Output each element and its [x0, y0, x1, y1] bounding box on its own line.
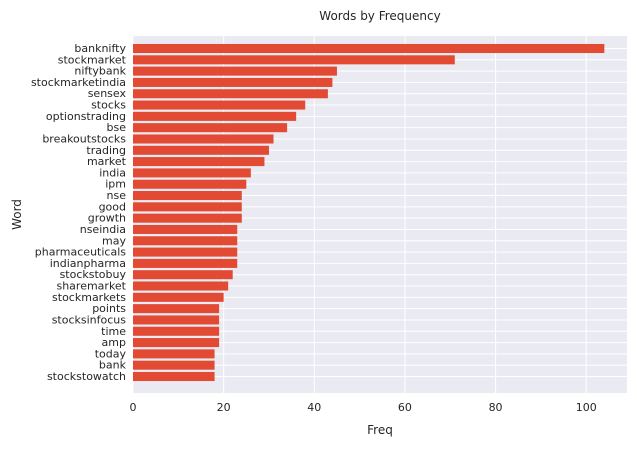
- bar-sensex: [133, 89, 328, 99]
- bar-banknifty: [133, 43, 605, 54]
- y-tick-label: trading: [86, 144, 126, 157]
- bar-time: [133, 326, 220, 336]
- bar-today: [133, 349, 215, 359]
- y-tick-label: banknifty: [74, 42, 126, 55]
- bar-good: [133, 202, 242, 212]
- bar-bse: [133, 123, 288, 133]
- bar-market: [133, 157, 265, 167]
- y-tick-label: stockstowatch: [47, 370, 126, 383]
- bar-stockmarket: [133, 55, 455, 65]
- y-tick-label: good: [99, 200, 126, 213]
- bar-ipm: [133, 179, 247, 189]
- y-tick-label: growth: [88, 212, 126, 225]
- y-tick-label: sharemarket: [56, 280, 126, 293]
- bar-indianpharma: [133, 258, 238, 268]
- y-tick-labels: bankniftystockmarketniftybankstockmarket…: [31, 42, 127, 383]
- bar-optionstrading: [133, 111, 297, 121]
- bar-amp: [133, 338, 220, 348]
- x-tick-label: 60: [398, 401, 412, 414]
- y-tick-label: india: [99, 166, 126, 179]
- y-tick-label: nse: [107, 189, 127, 202]
- x-tick-label: 100: [576, 401, 597, 414]
- y-tick-label: nseindia: [80, 223, 126, 236]
- y-tick-label: optionstrading: [46, 110, 126, 123]
- x-tick-label: 0: [130, 401, 137, 414]
- bar-breakoutstocks: [133, 134, 274, 144]
- y-tick-label: stockmarket: [58, 53, 127, 66]
- bar-bank: [133, 360, 215, 370]
- bar-stocksinfocus: [133, 315, 220, 325]
- y-tick-label: today: [95, 347, 127, 360]
- y-tick-label: stocks: [91, 99, 126, 112]
- chart-title: Words by Frequency: [319, 9, 440, 23]
- x-tick-labels: 0 20 40 60 80 100: [130, 401, 597, 414]
- y-tick-label: ipm: [105, 178, 126, 191]
- bar-stockmarketindia: [133, 77, 333, 87]
- y-tick-label: indianpharma: [50, 257, 126, 270]
- y-tick-label: stockmarketindia: [31, 76, 126, 89]
- y-tick-label: points: [92, 302, 126, 315]
- x-tick-label: 20: [217, 401, 231, 414]
- y-tick-label: amp: [102, 336, 126, 349]
- bar-pharmaceuticals: [133, 247, 238, 257]
- x-tick-label: 80: [489, 401, 503, 414]
- y-tick-label: sensex: [88, 87, 127, 100]
- y-tick-label: stockstobuy: [60, 268, 127, 281]
- bar-stockmarkets: [133, 292, 224, 302]
- x-axis-label: Freq: [367, 423, 393, 437]
- bar-stocks: [133, 100, 306, 110]
- bar-sharemarket: [133, 281, 229, 291]
- y-axis-label: Word: [10, 199, 24, 230]
- bar-niftybank: [133, 66, 337, 76]
- bar-nse: [133, 191, 242, 201]
- bar-india: [133, 168, 251, 178]
- y-tick-label: bse: [107, 121, 127, 134]
- bars: [133, 43, 605, 382]
- bar-stockstobuy: [133, 270, 233, 280]
- y-tick-label: time: [101, 325, 126, 338]
- y-tick-label: niftybank: [74, 65, 126, 78]
- y-tick-label: may: [102, 234, 126, 247]
- bar-may: [133, 236, 238, 246]
- bar-points: [133, 304, 220, 314]
- y-tick-label: bank: [99, 359, 127, 372]
- x-tick-label: 40: [307, 401, 321, 414]
- bar-growth: [133, 213, 242, 223]
- bar-stockstowatch: [133, 371, 215, 382]
- y-tick-label: stocksinfocus: [52, 313, 127, 326]
- y-tick-label: market: [87, 155, 127, 168]
- bar-nseindia: [133, 224, 238, 234]
- y-tick-label: pharmaceuticals: [35, 246, 126, 259]
- y-tick-label: stockmarkets: [52, 291, 126, 304]
- bar-trading: [133, 145, 269, 155]
- y-tick-label: breakoutstocks: [42, 132, 126, 145]
